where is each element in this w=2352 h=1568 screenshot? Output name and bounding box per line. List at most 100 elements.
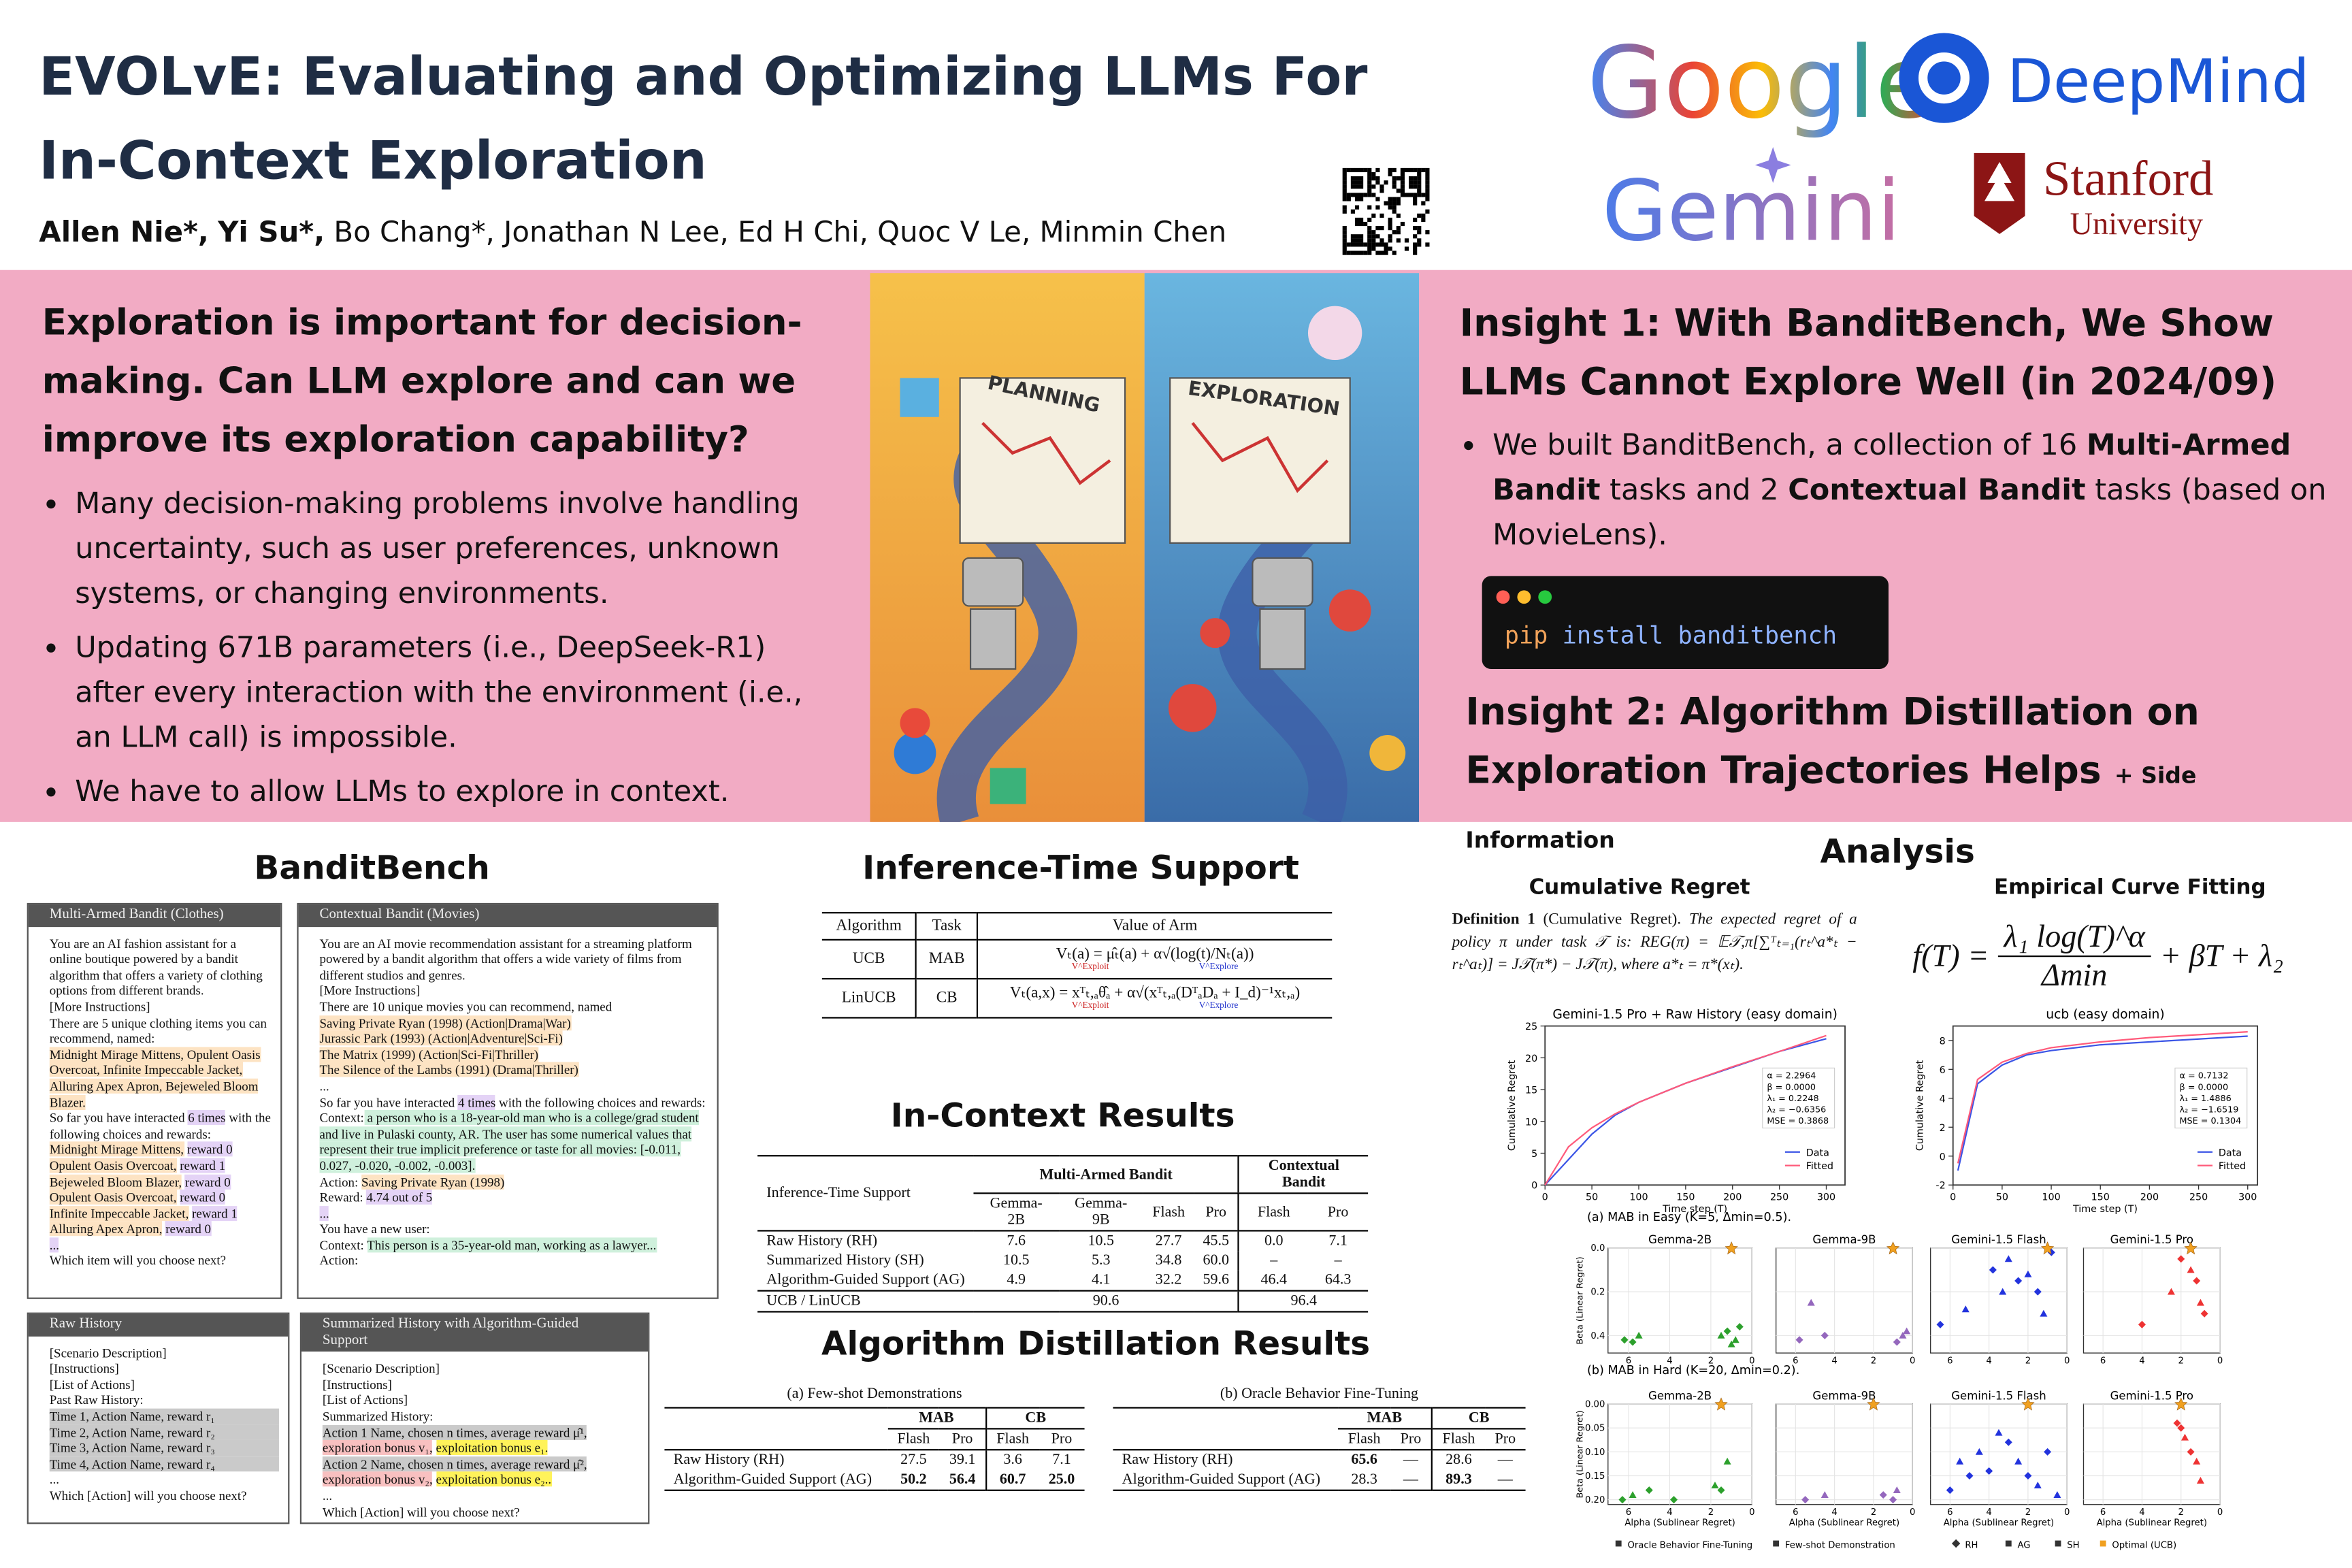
qr-module	[1413, 180, 1418, 185]
qr-module	[1384, 250, 1388, 255]
qr-code[interactable]	[1339, 165, 1433, 258]
section-title: In-Context Results	[890, 1098, 1235, 1136]
point	[1735, 1323, 1744, 1331]
cell: 4.9	[1007, 1272, 1026, 1289]
plot-frame	[1930, 1403, 2068, 1505]
row: LinUCB CB Vₜ(a,x) = xᵀₜ,ₐθ̂ₐ + α√(xᵀₜ,ₐ(Dᵀ…	[821, 979, 1333, 1018]
cell: –	[1334, 1252, 1342, 1269]
qr-module	[1350, 209, 1356, 214]
incontext-table: Inference-Time Support Multi-Armed Bandit…	[757, 1155, 1369, 1312]
table-caption: (a) Few-shot Demonstrations	[787, 1386, 962, 1403]
qr-module	[1388, 234, 1392, 239]
plot-frame	[1775, 1247, 1913, 1354]
text: (Cumulative Regret).	[1535, 912, 1689, 929]
panel-body: You are an AI fashion assistant for a on…	[29, 926, 280, 1269]
cell: —	[1497, 1471, 1513, 1488]
title-line: In-Context Exploration	[39, 131, 707, 193]
x-tick-label: 200	[2140, 1192, 2159, 1203]
bullet-part: tasks and 2	[1600, 472, 1788, 507]
panel-caption: (a) MAB in Easy (K=5, Δmin=0.5).	[1587, 1211, 1791, 1224]
qr-module	[1363, 167, 1368, 173]
text: [Scenario Description]	[49, 1345, 167, 1360]
text: Midnight Mirage Mittens,	[49, 1142, 184, 1158]
qr-module	[1400, 172, 1405, 177]
optimal-star	[1714, 1397, 1728, 1411]
text: with the following choices and rewards:	[495, 1094, 706, 1110]
qr-module	[1388, 201, 1392, 206]
section-title: Inference-Time Support	[862, 850, 1299, 888]
x-tick-label: 0	[2217, 1356, 2223, 1367]
text: Jurassic Park (1993) (Action|Adventure|S…	[319, 1030, 563, 1046]
cell: Raw History (RH)	[1122, 1452, 1233, 1469]
qr-module	[1359, 167, 1364, 173]
x-tick-label: 0	[2064, 1507, 2070, 1518]
point	[1629, 1338, 1637, 1346]
group-cell: Multi-Armed Bandit	[973, 1156, 1239, 1194]
x-tick-label: 150	[2091, 1192, 2110, 1203]
header-cell: Algorithm	[836, 917, 902, 935]
chart-title: Gemini-1.5 Pro + Raw History (easy domai…	[1552, 1008, 1838, 1022]
x-tick-label: 250	[2189, 1192, 2208, 1203]
qr-module	[1375, 176, 1380, 181]
inference-table: Algorithm Task Value of Arm UCB MAB Vₜ(a) = μ…	[821, 912, 1333, 1019]
point	[2177, 1424, 2185, 1432]
cell: Vₜ(a) = μ̂ₜ(a) + α√(log(t)/Nₜ(a)) V^Explo…	[976, 939, 1333, 979]
y-tick-label: 0.10	[1585, 1448, 1605, 1458]
qr-module	[1371, 230, 1376, 235]
code-block[interactable]: pip install banditbench	[1482, 576, 1889, 670]
panel-title: Gemma-2B	[1648, 1233, 1712, 1246]
y-axis-label: Cumulative Regret	[1915, 1060, 1926, 1151]
prompt-panel: Contextual Bandit (Movies) You are an AI…	[297, 902, 719, 1299]
x-tick-label: 250	[1770, 1192, 1788, 1203]
qr-module	[1400, 193, 1405, 197]
gemini-spark	[1754, 147, 1791, 183]
planning-map	[959, 377, 1126, 544]
qr-module	[1342, 226, 1347, 231]
optimal-star	[2040, 1241, 2055, 1255]
robots	[962, 557, 1313, 670]
x-tick-label: 2	[2025, 1507, 2031, 1518]
cell: 10.5	[1002, 1252, 1030, 1269]
text: There are 5 unique clothing items you ca…	[49, 1015, 267, 1046]
point	[2177, 1255, 2185, 1263]
text: [More Instructions]	[319, 983, 421, 998]
qr-module	[1350, 193, 1356, 197]
subtitle: Empirical Curve Fitting	[1994, 876, 2266, 900]
point	[1620, 1336, 1629, 1344]
qr-module	[1342, 172, 1347, 177]
shape: Context: This person is a 35-year-old ma…	[319, 1237, 708, 1253]
qr-module	[1409, 176, 1414, 181]
cell: 28.3	[1351, 1471, 1377, 1488]
text: exploitation bonus e₂..	[436, 1471, 552, 1488]
point	[1717, 1331, 1725, 1339]
x-tick-label: 0	[1749, 1356, 1754, 1367]
group-row: Inference-Time Support Multi-Armed Bandit…	[757, 1156, 1369, 1201]
cell: 4.1	[1091, 1272, 1111, 1289]
text: Action:	[319, 1173, 359, 1189]
qr-module	[1342, 180, 1347, 185]
bullet: Many decision-making problems involve ha…	[75, 482, 837, 617]
qr-module	[1354, 197, 1360, 201]
group-cell: CB	[985, 1407, 1085, 1430]
plot-frame	[1930, 1247, 2068, 1354]
prompt-panel: Raw History [Scenario Description] [Instr…	[27, 1312, 290, 1524]
note: V^Exploit V^Explore	[985, 1002, 1324, 1012]
group-cell: MAB	[887, 1407, 986, 1430]
row: Raw History (RH) 7.6 10.5 27.7 45.5 0.0 7.1	[757, 1230, 1368, 1252]
qr-module	[1400, 221, 1405, 227]
cell: MAB	[915, 939, 977, 979]
text: Alluring Apex Apron,	[49, 1221, 163, 1237]
legend-label: RH	[1965, 1541, 1978, 1551]
shape: Action: Saving Private Ryan (1998)	[319, 1173, 708, 1190]
qr-module	[1384, 180, 1388, 185]
shape: Action 1 Name, chosen n times, average r…	[322, 1424, 639, 1440]
text: Time 4, Action Name, reward r₄	[49, 1456, 279, 1472]
x-tick-label: 300	[1817, 1192, 1835, 1203]
qr-module	[1417, 167, 1422, 173]
qr-module	[1409, 180, 1414, 185]
text: Time 3, Action Name, reward r₃	[49, 1440, 279, 1456]
text: reward 0	[186, 1142, 233, 1158]
legend-label: Data	[1806, 1147, 1829, 1158]
qr-module	[1404, 193, 1409, 197]
code-text: pip install banditbench	[1505, 621, 1837, 649]
